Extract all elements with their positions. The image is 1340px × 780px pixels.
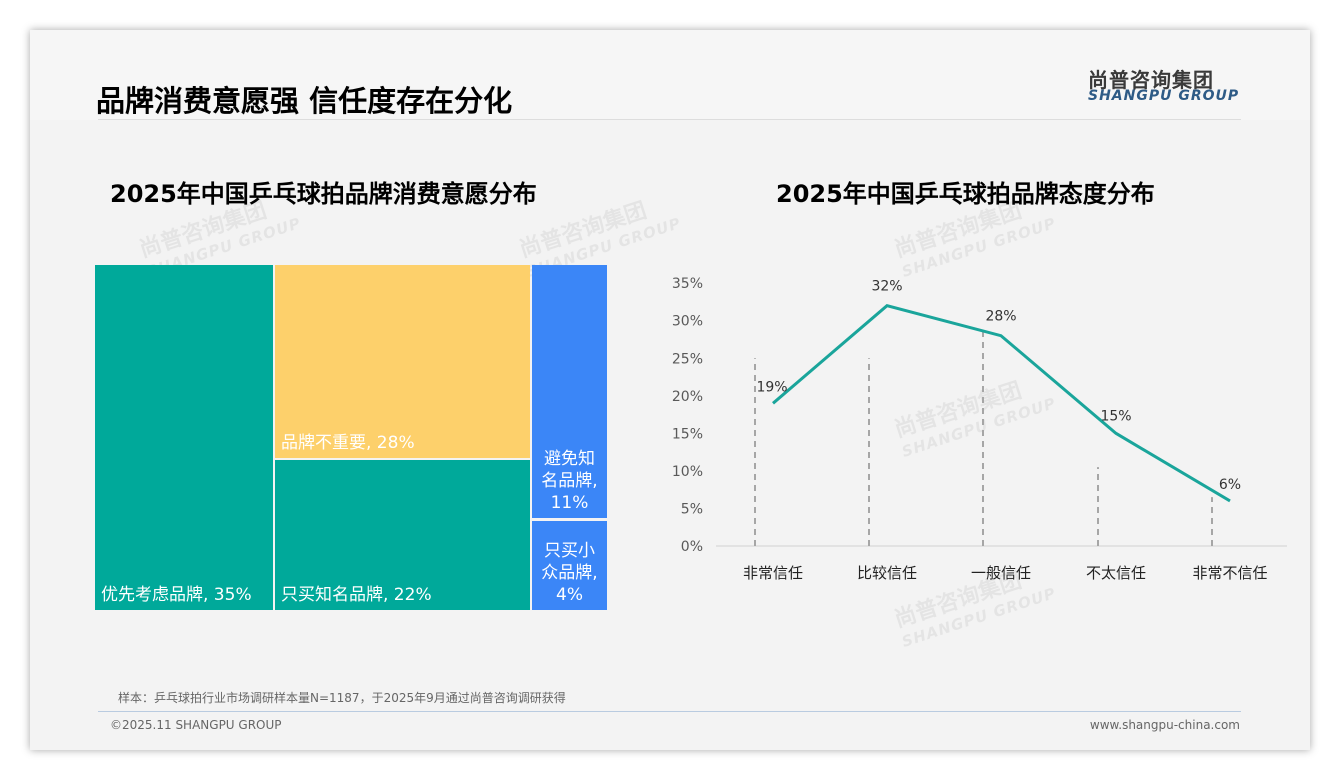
treemap-cell: 优先考虑品牌, 35% [95,265,273,610]
page-title: 品牌消费意愿强 信任度存在分化 [96,84,513,118]
data-label: 15% [1100,408,1131,424]
data-label: 6% [1219,477,1241,493]
y-tick-label: 25% [672,351,703,367]
header-divider [98,119,1241,120]
data-label: 28% [985,309,1016,325]
y-tick-label: 20% [672,389,703,405]
copyright: ©2025.11 SHANGPU GROUP [110,718,282,732]
sample-note: 样本：乒乓球拍行业市场调研样本量N=1187，于2025年9月通过尚普咨询调研获… [118,691,566,705]
header [30,30,1310,120]
data-label: 19% [756,379,787,395]
y-tick-label: 35% [672,276,703,292]
data-line [772,304,1231,503]
treemap-cell: 品牌不重要, 28% [275,265,530,458]
x-tick-label: 不太信任 [1086,564,1146,582]
y-tick-label: 10% [672,464,703,480]
y-tick-label: 15% [672,426,703,442]
logo-text-en: SHANGPU GROUP [1088,88,1240,104]
x-tick-label: 比较信任 [857,564,917,582]
treemap-title: 2025年中国乒乓球拍品牌消费意愿分布 [110,180,537,208]
treemap-cell: 只买知名品牌, 22% [275,460,530,610]
y-tick-label: 5% [681,501,703,517]
footer-divider [98,711,1241,712]
x-tick-label: 非常不信任 [1192,564,1267,582]
treemap-cell: 避免知名品牌, 11% [532,265,607,518]
line-chart: 0% 5% 10% 15% 20% 25% 30% 35% 非常信任 比较信任 一般信任 不太信任 非常… [672,276,1287,582]
data-label: 32% [871,279,902,295]
x-tick-label: 非常信任 [743,564,803,582]
x-tick-label: 一般信任 [971,564,1031,582]
y-tick-label: 0% [681,539,703,555]
treemap-cell: 只买小众品牌, 4% [532,521,607,610]
line-chart-title: 2025年中国乒乓球拍品牌态度分布 [776,180,1155,208]
logo-text-cn: 尚普咨询集团 [1088,68,1214,92]
website-url: www.shangpu-china.com [1089,718,1240,732]
slide: 品牌消费意愿强 信任度存在分化 尚普咨询集团 SHANGPU GROUP 尚普咨… [30,30,1310,750]
y-tick-label: 30% [672,314,703,330]
